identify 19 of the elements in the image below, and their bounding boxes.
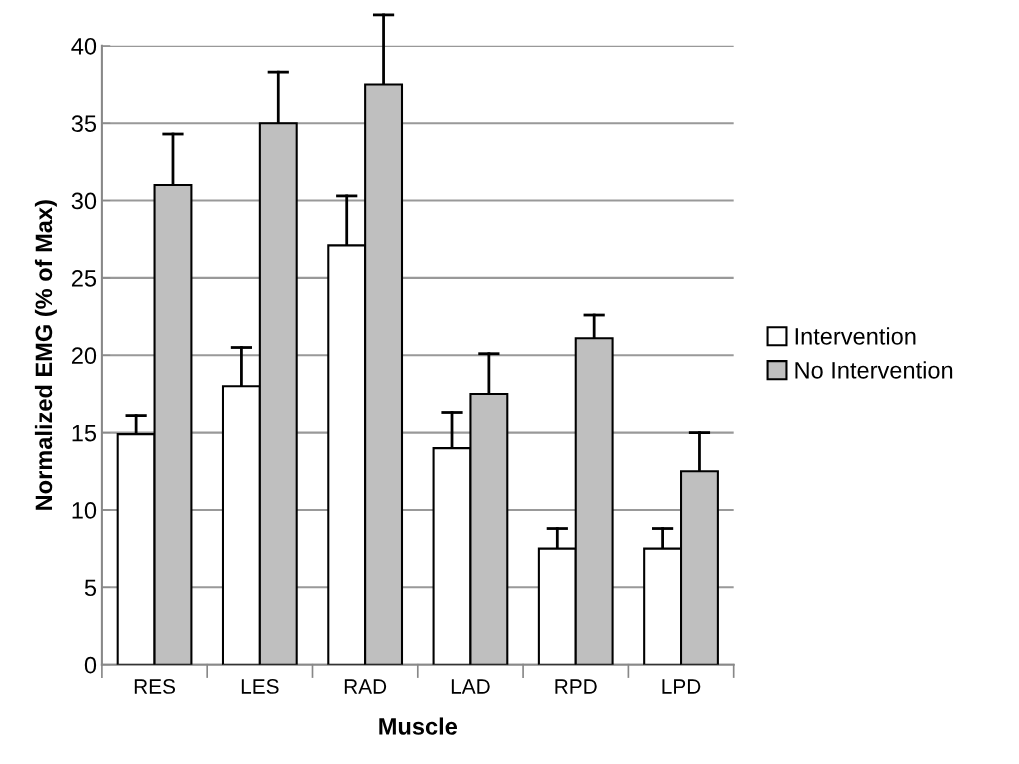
x-tick-label: LPD [662, 679, 701, 694]
legend-label: Intervention [795, 327, 916, 345]
y-tick-label: 15 [72, 424, 97, 442]
y-tick-label: 5 [84, 579, 97, 597]
y-tick-label: 40 [71, 37, 97, 55]
y-tick-label: 20 [71, 347, 97, 365]
y-tick-label: 35 [71, 115, 97, 132]
x-tick-label: RAD [344, 679, 387, 694]
y-axis-title: Normalized EMG (% of Max) [34, 200, 57, 510]
x-tick-label: LAD [451, 679, 490, 694]
legend-label: No Intervention [795, 361, 953, 379]
x-tick-label: RES [134, 679, 176, 694]
x-tick-label: LES [241, 679, 279, 694]
y-tick-label: 10 [72, 502, 97, 519]
x-axis-title: Muscle [379, 717, 458, 735]
y-tick-label: 0 [84, 656, 97, 674]
y-tick-label: 25 [71, 269, 97, 287]
x-tick-label: RPD [555, 679, 597, 694]
y-tick-label: 30 [71, 192, 97, 210]
